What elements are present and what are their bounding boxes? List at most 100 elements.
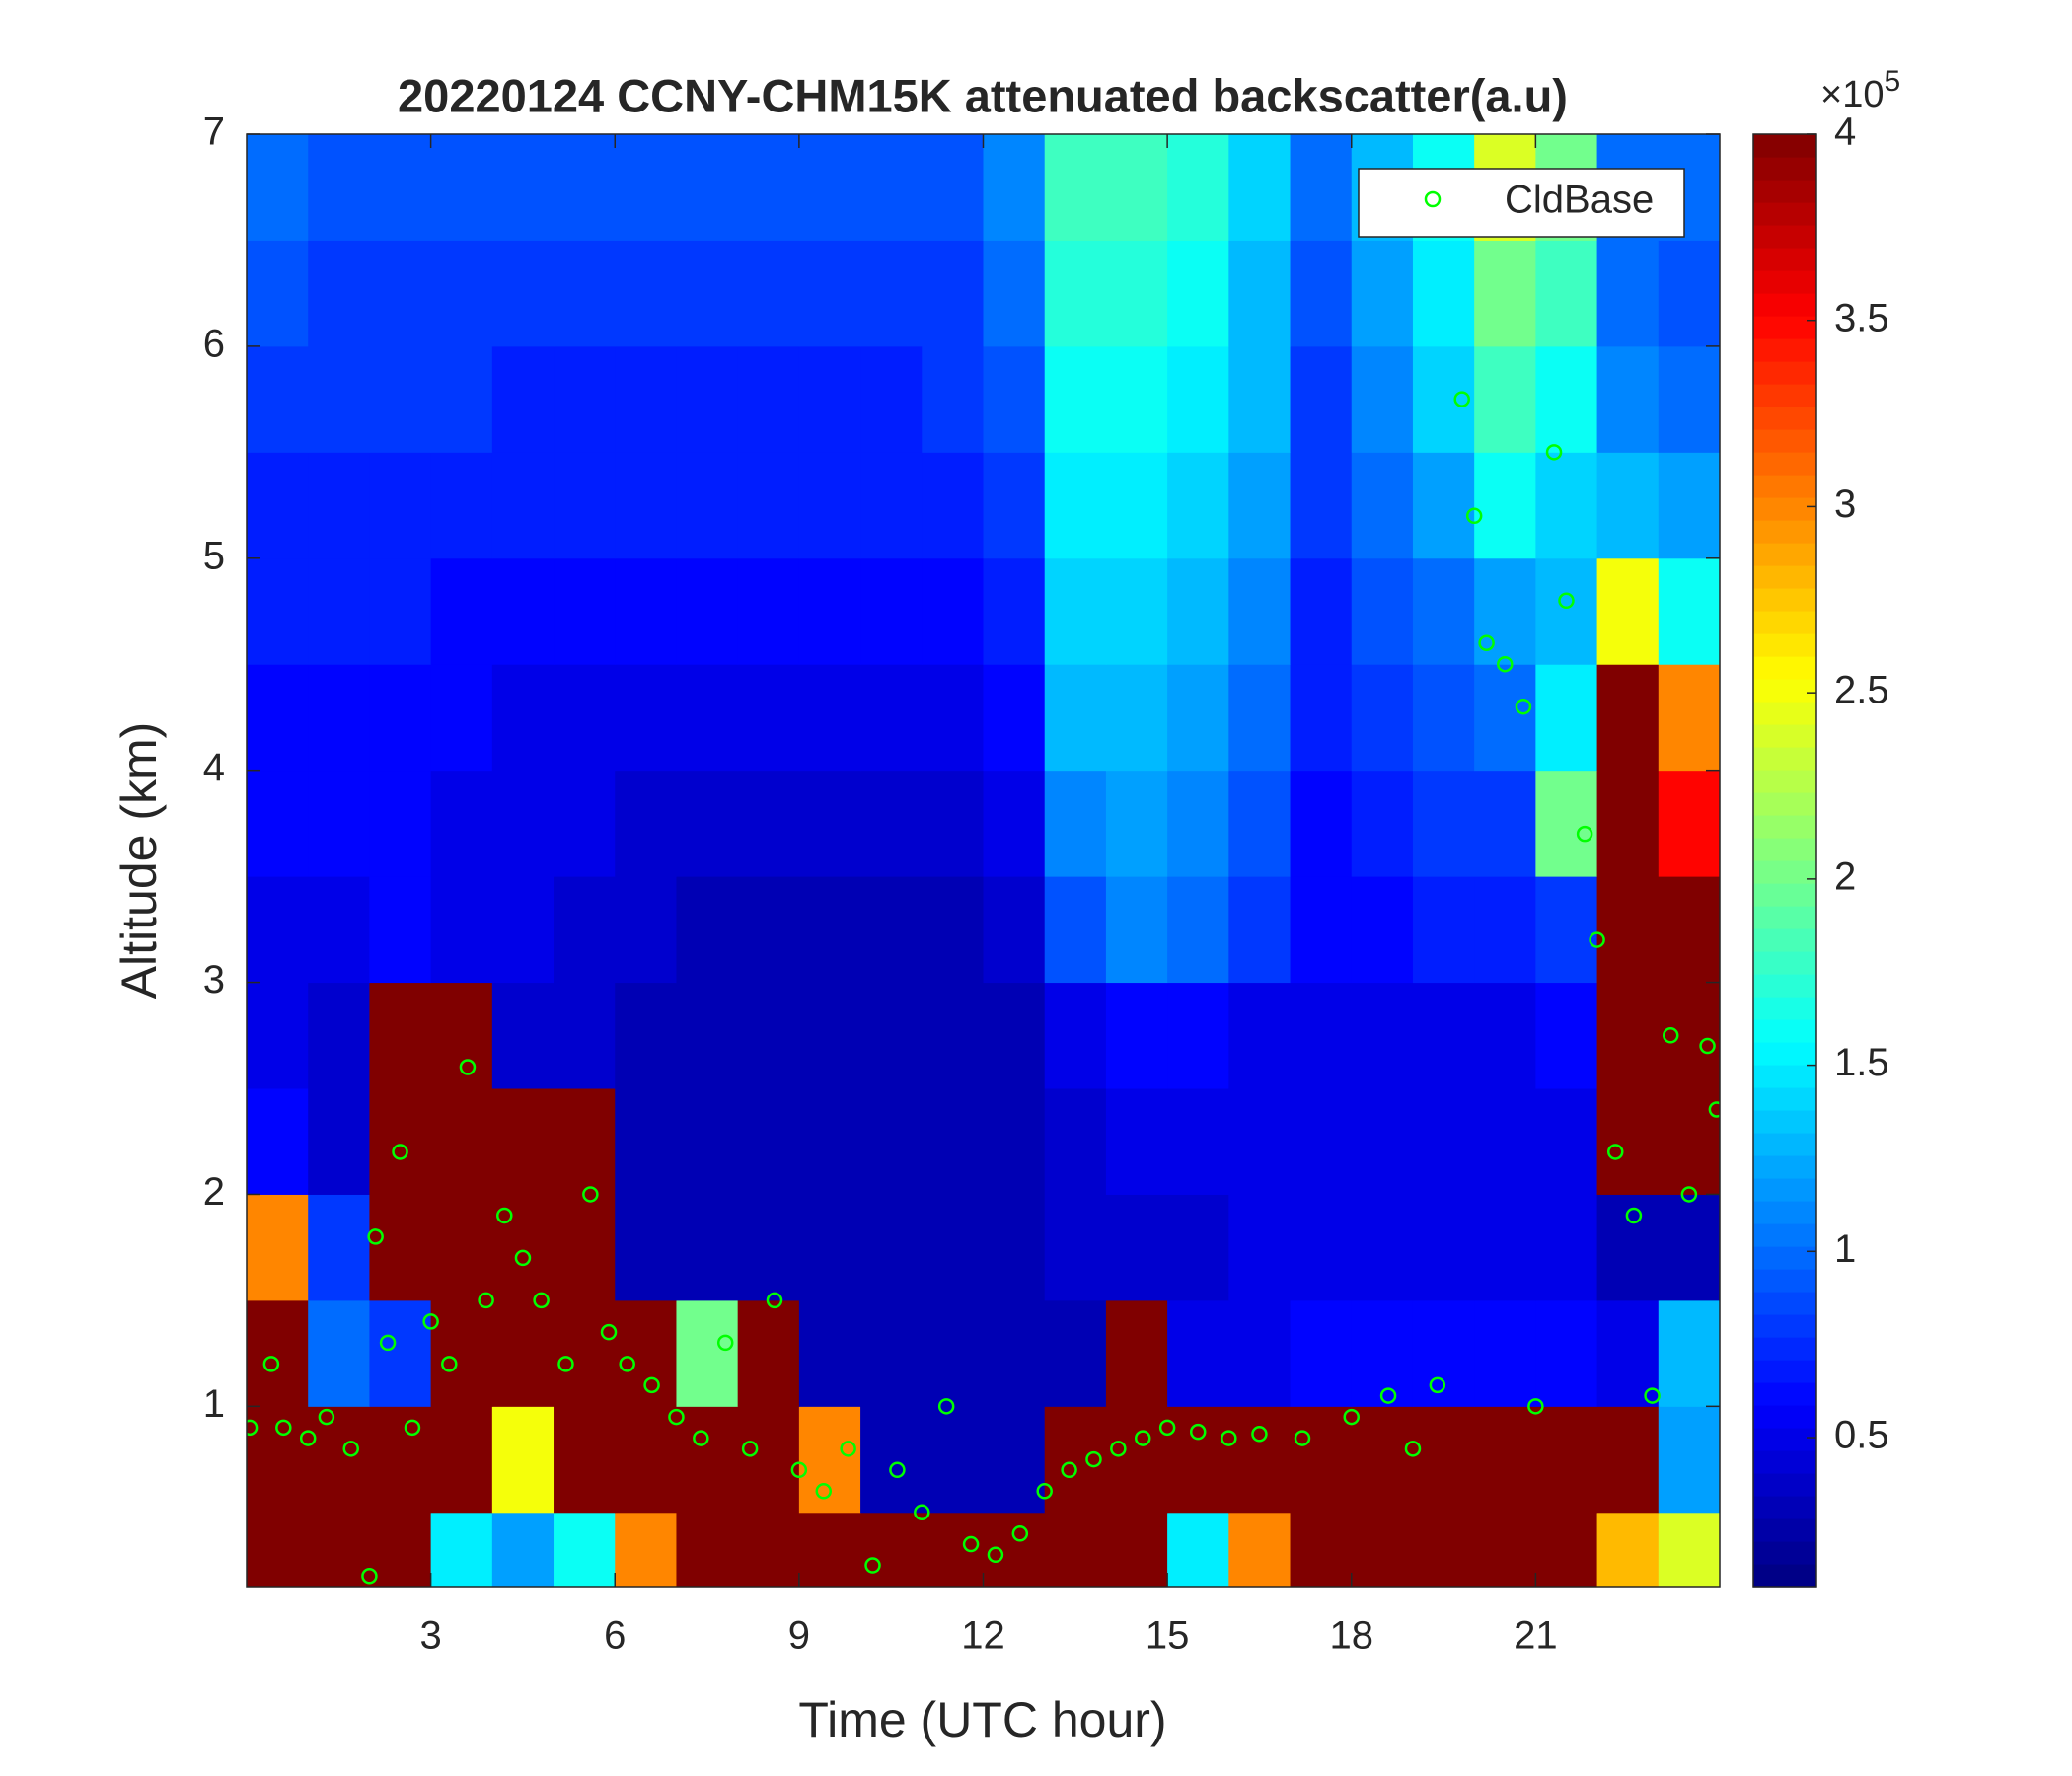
heatmap-cell — [1351, 1406, 1414, 1514]
cloud-base-point — [533, 1292, 550, 1309]
heatmap-cell — [308, 134, 370, 241]
cloud-base-point — [422, 1313, 439, 1330]
heatmap-cell — [860, 134, 923, 241]
heatmap-cell — [737, 240, 800, 347]
heatmap-cell — [1474, 770, 1536, 877]
heatmap-cell — [491, 345, 555, 453]
cloud-base-point — [379, 1334, 397, 1352]
colorbar-band — [1753, 384, 1816, 407]
heatmap-cell — [1105, 1299, 1168, 1407]
heatmap-cell — [430, 1194, 493, 1301]
cloud-base-point — [496, 1207, 513, 1224]
cloud-base-point — [1478, 634, 1495, 651]
heatmap-cell — [1167, 1194, 1229, 1301]
heatmap-cell — [430, 1512, 493, 1587]
colorbar-band — [1753, 225, 1816, 249]
heatmap-cell — [1535, 770, 1598, 877]
heatmap-cell — [1596, 770, 1660, 877]
heatmap-cell — [247, 876, 309, 984]
heatmap-cell — [1351, 452, 1414, 559]
heatmap-cell — [308, 1088, 370, 1195]
heatmap-cell — [1351, 876, 1414, 984]
heatmap-cell — [1535, 1194, 1598, 1301]
heatmap-cell — [308, 1406, 370, 1514]
heatmap-cell — [554, 345, 616, 453]
heatmap-cell — [860, 1299, 923, 1407]
cloud-base-point — [937, 1398, 955, 1415]
heatmap-cell — [1228, 770, 1292, 877]
heatmap-cell — [737, 1406, 800, 1514]
heatmap-cell — [737, 876, 800, 984]
heatmap-cell — [1412, 345, 1475, 453]
cloud-base-point — [1343, 1408, 1360, 1426]
heatmap-cell — [430, 452, 493, 559]
heatmap-cell — [1412, 1512, 1475, 1587]
heatmap-cell — [491, 982, 555, 1089]
heatmap-cell — [1351, 664, 1414, 772]
heatmap-cell — [1228, 240, 1292, 347]
colorbar-band — [1753, 679, 1816, 703]
heatmap-cell — [922, 1406, 984, 1514]
y-tick-label: 6 — [203, 322, 225, 365]
heatmap-cell — [1351, 345, 1414, 453]
heatmap-cell — [1412, 1088, 1475, 1195]
heatmap-cell — [430, 1088, 493, 1195]
colorbar-tick-label: 3.5 — [1834, 296, 1889, 339]
heatmap-cell — [922, 982, 984, 1089]
heatmap-cell — [737, 1299, 800, 1407]
colorbar-band — [1753, 1360, 1816, 1383]
heatmap-cell — [1290, 1088, 1353, 1195]
cloud-base-point — [1011, 1525, 1029, 1542]
colorbar-band — [1753, 1518, 1816, 1542]
heatmap-cell — [1474, 345, 1536, 453]
heatmap-cell — [1351, 240, 1414, 347]
colorbar-band — [1753, 407, 1816, 430]
heatmap-cell — [1044, 557, 1107, 665]
cloud-base-point — [1134, 1430, 1151, 1446]
heatmap-cell — [860, 1512, 923, 1587]
cloud-base-point — [643, 1376, 660, 1394]
cloud-base-point — [619, 1356, 635, 1372]
heatmap-cell — [491, 1299, 555, 1407]
cloud-base-point — [716, 1334, 734, 1352]
colorbar-band — [1753, 134, 1816, 158]
heatmap-cell — [1044, 1299, 1107, 1407]
heatmap-cell — [1658, 345, 1720, 453]
heatmap-cell — [798, 1512, 861, 1587]
heatmap-cell — [1412, 1194, 1475, 1301]
colorbar-band — [1753, 906, 1816, 929]
heatmap-cell — [1596, 982, 1660, 1089]
x-tick-label: 3 — [420, 1614, 442, 1658]
heatmap-cell — [369, 557, 432, 665]
cloud-base-point — [1158, 1419, 1176, 1437]
heatmap-cell — [1105, 664, 1168, 772]
heatmap-cell — [1596, 557, 1660, 665]
heatmap-cell — [1596, 1299, 1660, 1407]
colorbar-band — [1753, 1473, 1816, 1497]
cloud-base-point — [262, 1356, 280, 1372]
colorbar-band — [1753, 1065, 1816, 1088]
colorbar-band — [1753, 1405, 1816, 1429]
heatmap-cell — [369, 240, 432, 347]
heatmap-cell — [369, 770, 432, 877]
heatmap-cell — [922, 1088, 984, 1195]
heatmap-cell — [983, 1088, 1046, 1195]
heatmap-cell — [737, 134, 800, 241]
cloud-base-point — [1061, 1461, 1077, 1479]
heatmap-cell — [737, 982, 800, 1089]
heatmap-cell — [1412, 876, 1475, 984]
colorbar-band — [1753, 1564, 1816, 1588]
heatmap-cell — [860, 1088, 923, 1195]
heatmap-cell — [1228, 876, 1292, 984]
heatmap-cell — [1290, 664, 1353, 772]
x-tick-label: 15 — [1146, 1614, 1190, 1658]
heatmap-cell — [1535, 664, 1598, 772]
heatmap-cell — [1596, 1088, 1660, 1195]
heatmap-cell — [1044, 1406, 1107, 1514]
colorbar-band — [1753, 770, 1816, 793]
heatmap-cell — [1351, 770, 1414, 877]
heatmap-cell — [737, 557, 800, 665]
colorbar-band — [1753, 1042, 1816, 1066]
cloud-base-point — [1085, 1450, 1102, 1468]
heatmap-cell — [430, 982, 493, 1089]
